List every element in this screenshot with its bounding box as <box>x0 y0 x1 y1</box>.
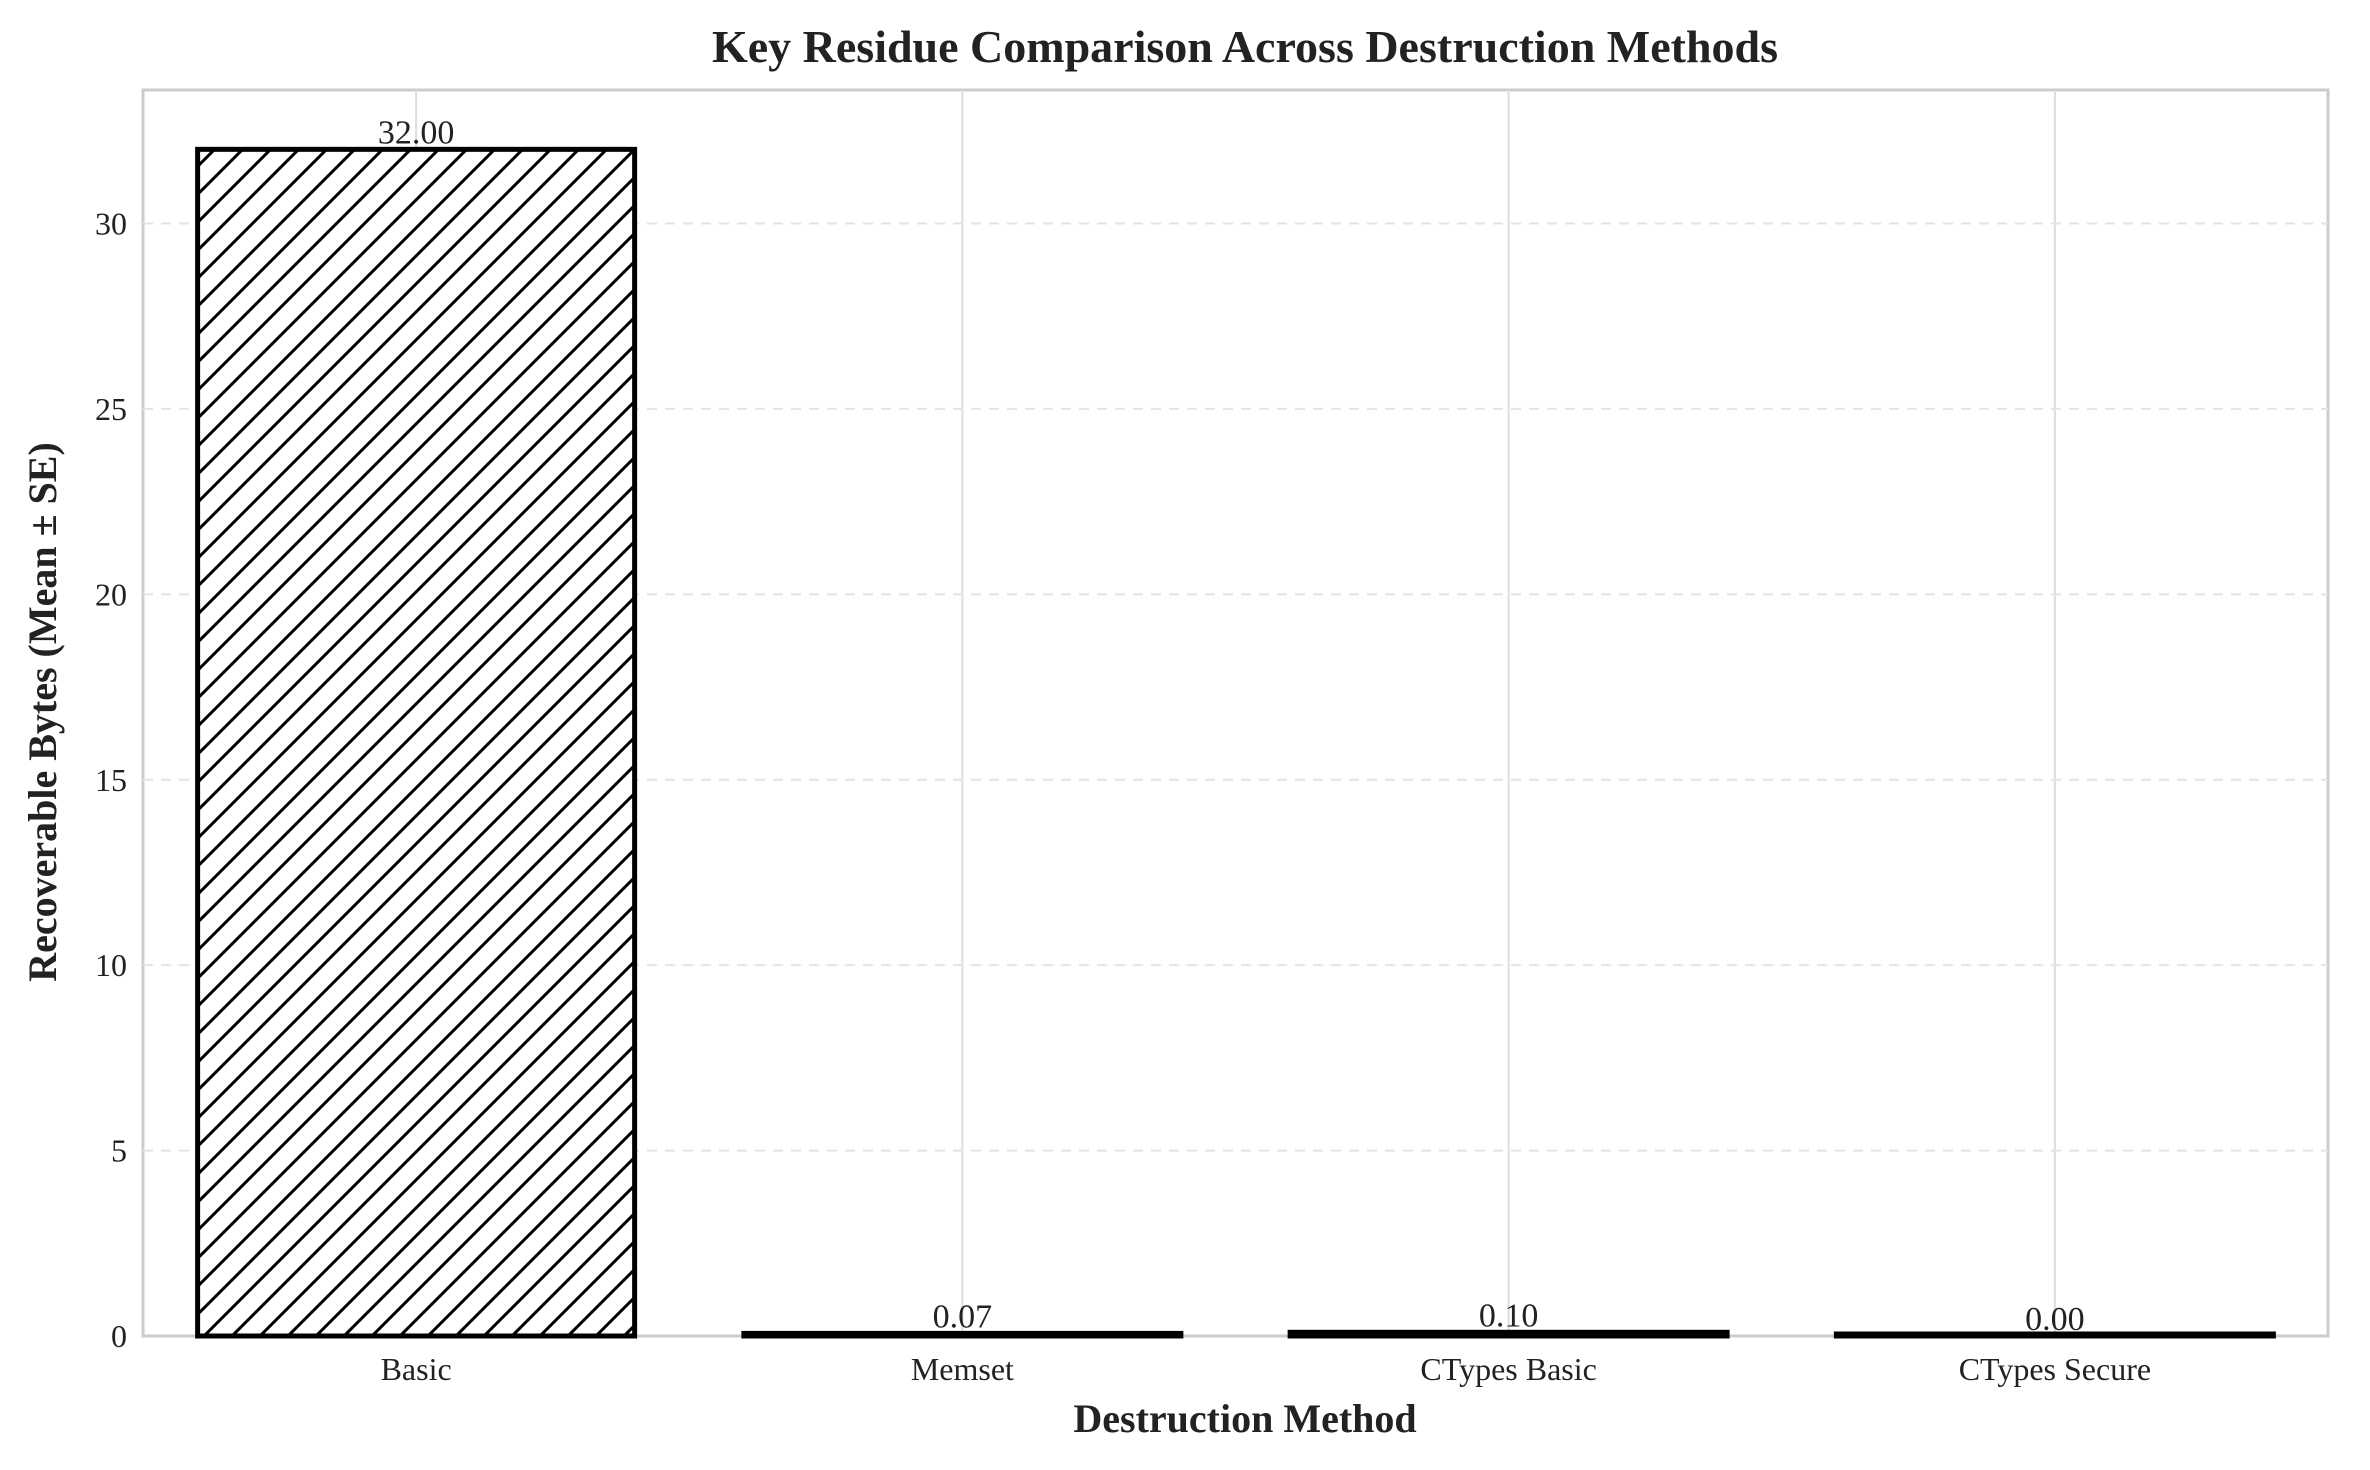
y-tick-label: 15 <box>95 762 127 798</box>
bar-value-label: 32.00 <box>378 114 455 151</box>
y-tick-label: 10 <box>95 947 127 983</box>
bar-basic <box>195 146 638 1339</box>
y-tick-label: 20 <box>95 576 127 612</box>
bar-ctypes-basic <box>1287 1329 1730 1339</box>
y-tick-label: 25 <box>95 391 127 427</box>
y-axis-label: Recoverable Bytes (Mean ± SE) <box>20 442 65 982</box>
bar-memset <box>741 1330 1184 1339</box>
x-tick-label: Basic <box>381 1351 452 1387</box>
x-tick-label: CTypes Secure <box>1959 1351 2151 1387</box>
y-tick-label: 0 <box>111 1318 127 1354</box>
x-axis-label: Destruction Method <box>1073 1396 1416 1441</box>
x-tick-label: CTypes Basic <box>1420 1351 1596 1387</box>
bar-value-label: 0.10 <box>1479 1297 1539 1334</box>
bar-ctypes-secure <box>1833 1331 2276 1339</box>
bar-value-label: 0.07 <box>933 1298 993 1335</box>
x-tick-label: Memset <box>911 1351 1014 1387</box>
y-tick-label: 5 <box>111 1133 127 1169</box>
bar-value-label: 0.00 <box>2025 1301 2085 1338</box>
y-tick-label: 30 <box>95 206 127 242</box>
chart-title: Key Residue Comparison Across Destructio… <box>712 21 1778 72</box>
